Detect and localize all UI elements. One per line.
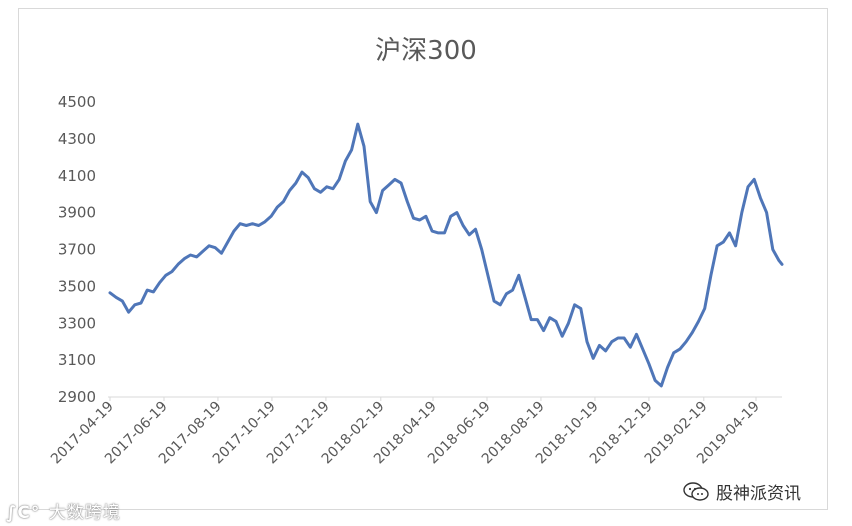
x-axis: 2017-04-192017-06-192017-08-192017-10-19… [48,397,763,467]
y-tick-label: 4100 [58,167,96,185]
y-tick-label: 3900 [58,204,96,222]
series-line [108,122,784,388]
y-tick-label: 2900 [58,388,96,406]
watermark-right: 股神派资讯 [682,479,801,504]
chart-title: 沪深300 [375,36,477,66]
watermark-right-text: 股神派资讯 [716,484,801,504]
y-tick-label: 3100 [58,351,96,369]
y-tick-label: 4300 [58,130,96,148]
chart-frame [18,8,828,510]
y-tick-label: 3300 [58,314,96,332]
brand-logo-icon: ∫C° [6,503,41,523]
watermark-left: ∫C° 大数跨境 [6,498,121,523]
y-tick-label: 4500 [58,93,96,111]
y-axis: 2900 3100 3300 3500 3700 3900 4100 4300 4500 [58,93,96,406]
wechat-icon [683,481,709,501]
y-tick-label: 3700 [58,241,96,259]
watermark-left-text: 大数跨境 [48,503,121,523]
y-tick-label: 3500 [58,277,96,295]
